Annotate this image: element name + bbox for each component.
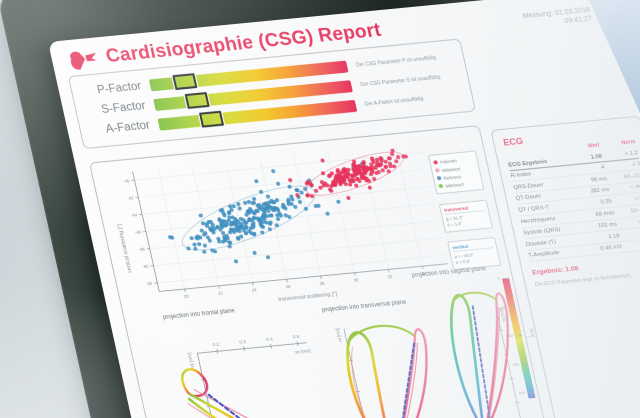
report-page: Cardisiographie (CSG) Report Messung: 01… bbox=[48, 0, 640, 418]
row-value: 1.18 bbox=[607, 232, 621, 240]
row-value: 96 ms bbox=[590, 175, 608, 184]
row-norm: < 0.5 bbox=[634, 195, 640, 203]
legend-label: Patientin bbox=[439, 157, 458, 165]
row-norm: < 1.4 bbox=[619, 229, 640, 238]
svg-text:28: 28 bbox=[319, 281, 325, 286]
row-value: 102 ms bbox=[597, 221, 618, 230]
row-value: 68 /min bbox=[594, 210, 616, 218]
svg-text:-50: -50 bbox=[142, 264, 150, 270]
csg-heart-logo bbox=[70, 51, 97, 70]
transversal-ylabel: vz [mV] bbox=[334, 328, 342, 342]
svg-text:30: 30 bbox=[353, 277, 359, 282]
svg-text:22: 22 bbox=[217, 290, 223, 295]
colorbar-tick: 600 bbox=[518, 391, 535, 396]
svg-text:-44: -44 bbox=[131, 212, 139, 218]
colorbar-tick: 300 bbox=[505, 334, 522, 339]
colorbar-tick: 450 bbox=[512, 362, 529, 367]
legend-marker-icon bbox=[433, 160, 438, 165]
row-norm: < 120 bbox=[637, 218, 640, 226]
factor-caption: Der CSG Parameter S ist unauffällig bbox=[359, 74, 442, 89]
scatter-legend: Patientin Mittelwert Referenz Mittelwert bbox=[427, 150, 485, 195]
row-norm: 60–110 bbox=[623, 172, 640, 181]
factor-caption: Der A-Faktor ist unauffällig bbox=[364, 96, 425, 108]
colorbar-label: t [ms] bbox=[525, 328, 536, 338]
colorbar-tick: 150 bbox=[499, 305, 516, 310]
legend-marker-icon bbox=[434, 168, 440, 173]
row-norm: > 0.2 bbox=[622, 241, 640, 250]
row-label: T-Amplitude bbox=[527, 250, 561, 260]
row-value: 4 bbox=[600, 164, 606, 171]
svg-text:-40: -40 bbox=[123, 178, 131, 184]
legend-label: Mittelwert bbox=[444, 181, 465, 189]
row-norm: < 1.2 bbox=[624, 149, 639, 157]
factor-label: S-Factor bbox=[100, 100, 147, 117]
svg-text:0.4: 0.4 bbox=[266, 336, 274, 343]
frontal-projection-plot: 0.2 0.3 0.4 0.5 vx [mV] -vy [mV] bbox=[181, 334, 326, 418]
report-meta: Messung: 01.03.2018 09:41:27 bbox=[390, 6, 593, 44]
scatter-ylabel: vertical scattering [°] bbox=[117, 223, 134, 273]
svg-text:0.5: 0.5 bbox=[292, 334, 300, 341]
row-norm: 50–100 bbox=[630, 206, 640, 215]
frontal-ylabel: -vy [mV] bbox=[186, 352, 196, 370]
legend-marker-icon bbox=[436, 176, 441, 181]
row-value: 1.08 bbox=[590, 153, 603, 161]
legend-marker-icon bbox=[438, 184, 443, 188]
row-norm: < 440 bbox=[630, 183, 640, 192]
svg-text:20: 20 bbox=[183, 294, 189, 299]
svg-text:-46: -46 bbox=[134, 229, 142, 235]
factor-caption: Der CSG Parameter P ist unauffällig bbox=[355, 54, 437, 69]
colorbar-tick: 0 bbox=[493, 277, 510, 282]
svg-text:24: 24 bbox=[251, 287, 257, 292]
row-value: 382 ms bbox=[589, 187, 611, 196]
svg-text:26: 26 bbox=[285, 284, 291, 289]
frontal-xlabel: vx [mV] bbox=[295, 349, 312, 356]
svg-text:0.2: 0.2 bbox=[212, 342, 220, 349]
transversal-plot-title: projection into transversal plane bbox=[321, 299, 408, 314]
row-norm: ≥ 3 bbox=[631, 161, 640, 168]
svg-text:-42: -42 bbox=[127, 195, 135, 201]
factor-label: A-Factor bbox=[104, 119, 152, 136]
row-value: 0.35 bbox=[600, 198, 613, 206]
sidebar-table: ECG Ergebnis 1.08 < 1.2 R-Index 4 ≥ 3 QRS-Daue… bbox=[507, 147, 640, 263]
stat-box-transversal: transversal µ = 31.3° σ = 1.4° bbox=[438, 199, 493, 233]
factor-marker bbox=[184, 92, 210, 109]
stat-box-vertical: vertikal µ = −45.6° σ = 0.9° bbox=[447, 237, 502, 270]
svg-text:32: 32 bbox=[387, 274, 393, 279]
factor-label: P-Factor bbox=[95, 80, 143, 97]
scatter-xlabel: transversal scattering [°] bbox=[278, 291, 338, 303]
row-value: 0.46 mV bbox=[600, 244, 623, 253]
svg-text:-52: -52 bbox=[146, 281, 154, 287]
svg-text:0.3: 0.3 bbox=[239, 339, 247, 346]
svg-text:-48: -48 bbox=[138, 247, 146, 253]
legend-label: Referenz bbox=[443, 173, 462, 181]
factor-marker bbox=[172, 73, 198, 90]
factor-marker bbox=[198, 110, 225, 128]
